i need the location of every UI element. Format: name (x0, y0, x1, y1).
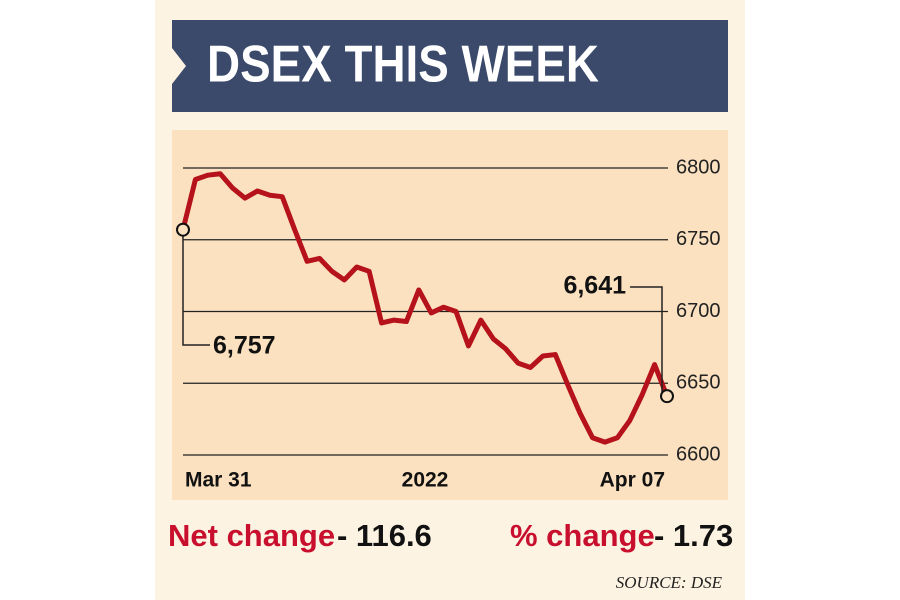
data-line (180, 171, 670, 445)
leader-line (630, 286, 663, 397)
leader-line (182, 229, 210, 346)
annotation: 6,641 (563, 272, 626, 300)
banner-notch (172, 48, 186, 84)
title-banner (172, 20, 728, 112)
x-tick-label: Apr 07 (600, 469, 665, 492)
source: SOURCE: DSE (616, 573, 723, 592)
annotation: 6,757 (213, 332, 276, 360)
x-tick-label: Mar 31 (185, 469, 252, 492)
end-point (660, 389, 674, 404)
y-tick-label: 6750 (676, 228, 721, 250)
y-tick-label: 6600 (676, 443, 721, 465)
x-tick-label: 2022 (402, 469, 449, 492)
net-change-value: - 116.6 (337, 518, 432, 553)
plot-area (172, 130, 728, 500)
y-tick-label: 6700 (676, 300, 721, 322)
y-tick-label: 6650 (676, 372, 721, 394)
pct-change-value: - 1.73 (654, 518, 733, 553)
y-tick-label: 6800 (676, 156, 721, 178)
pct-change-label: % change (510, 518, 655, 553)
net-change-label: Net change (168, 518, 335, 553)
chart-title: DSEX THIS WEEK (207, 36, 599, 94)
start-point (176, 222, 190, 237)
